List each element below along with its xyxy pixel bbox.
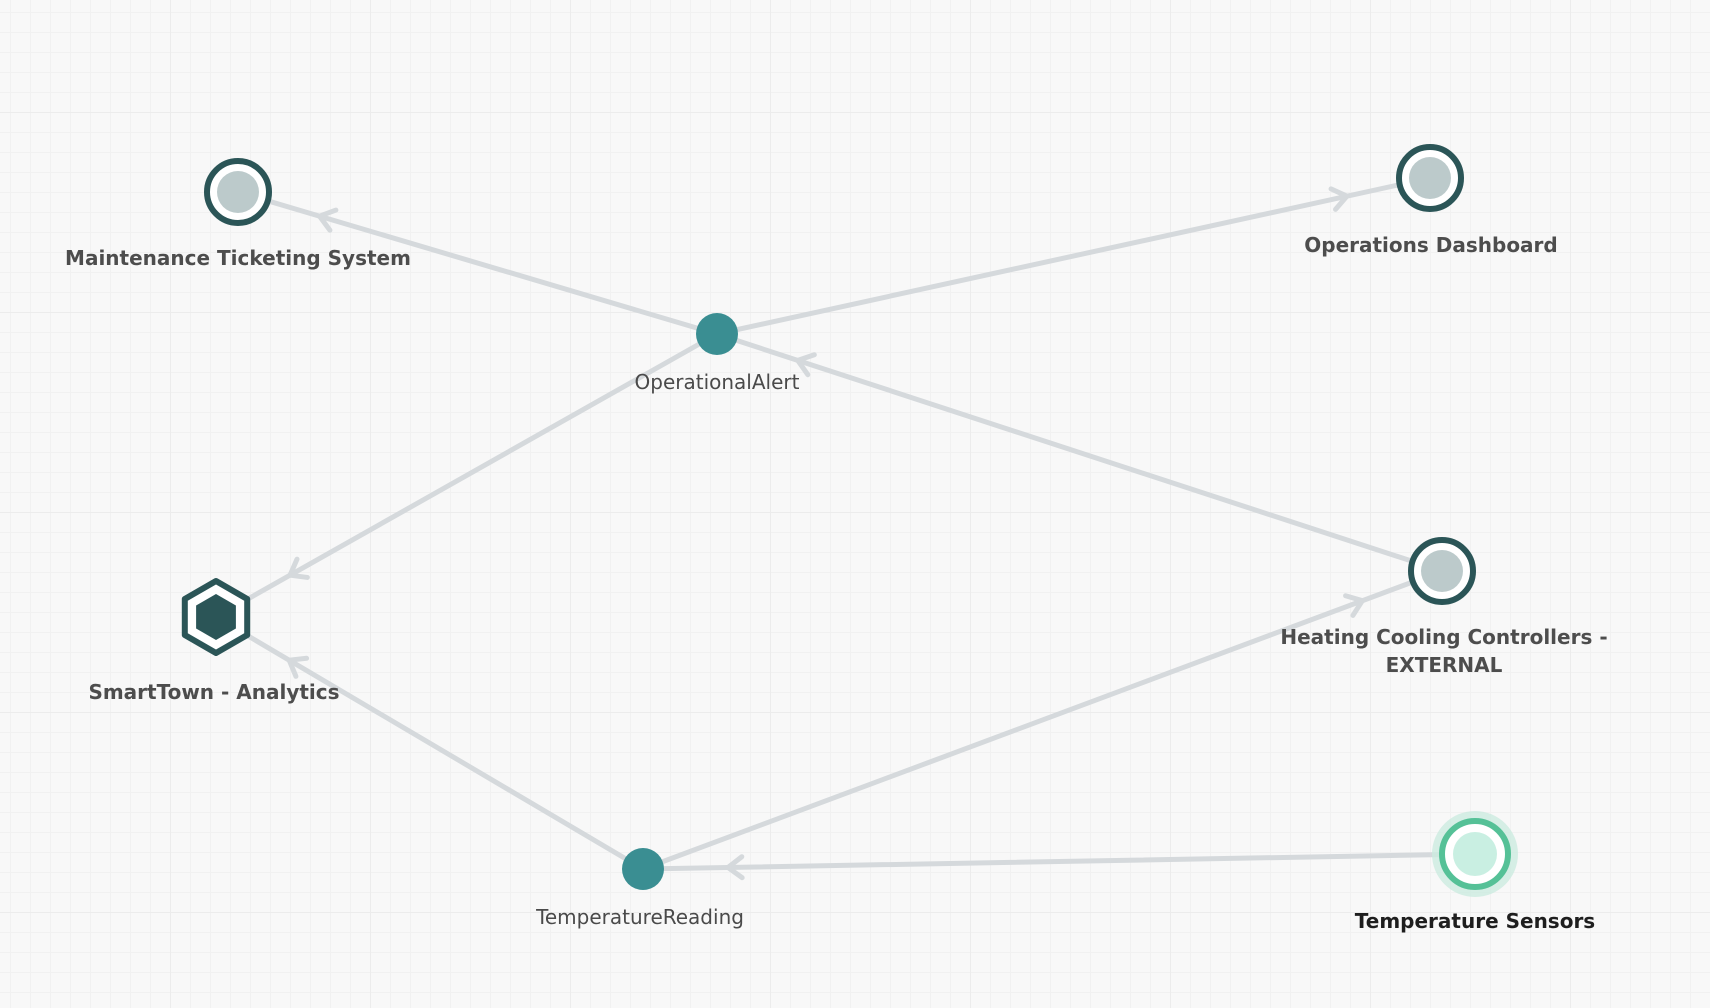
- event-node-icon: [622, 848, 664, 890]
- node-maintenance[interactable]: [204, 158, 272, 226]
- edges-layer: [213, 175, 1478, 881]
- node-label-dashboard: Operations Dashboard: [1304, 233, 1558, 257]
- edge-arrowhead: [795, 352, 817, 378]
- edge-alert-to-smarttown[interactable]: [213, 331, 720, 620]
- edge-arrowhead: [1343, 593, 1365, 618]
- node-smarttown[interactable]: [181, 578, 251, 656]
- edge-alert-to-dashboard[interactable]: [714, 175, 1433, 337]
- node-label-smarttown: SmartTown - Analytics: [88, 680, 340, 704]
- edge-reading-to-smarttown[interactable]: [213, 614, 646, 872]
- node-alert[interactable]: [696, 313, 738, 355]
- node-label-sensors: Temperature Sensors: [1354, 909, 1596, 933]
- node-hvac[interactable]: [1408, 537, 1476, 605]
- edge-arrowhead: [316, 207, 339, 233]
- node-dashboard[interactable]: [1396, 144, 1464, 212]
- edge-arrowhead: [725, 854, 745, 881]
- event-node-icon: [696, 313, 738, 355]
- node-label-hvac: Heating Cooling Controllers - EXTERNAL: [1280, 625, 1608, 677]
- edge-alert-to-maintenance[interactable]: [235, 189, 720, 337]
- node-reading[interactable]: [622, 848, 664, 890]
- node-label-reading: TemperatureReading: [536, 905, 744, 929]
- node-label-alert: OperationalAlert: [634, 370, 800, 394]
- node-label-maintenance: Maintenance Ticketing System: [65, 246, 411, 270]
- edge-arrowhead: [287, 556, 310, 580]
- edge-hvac-to-alert[interactable]: [714, 331, 1445, 574]
- node-sensors[interactable]: [1432, 811, 1518, 897]
- edge-reading-to-hvac[interactable]: [640, 568, 1445, 872]
- nodes-layer: [181, 144, 1518, 897]
- edge-sensors-to-reading[interactable]: [640, 851, 1478, 881]
- edge-arrowhead: [1328, 186, 1350, 212]
- edge-arrowhead: [286, 655, 310, 679]
